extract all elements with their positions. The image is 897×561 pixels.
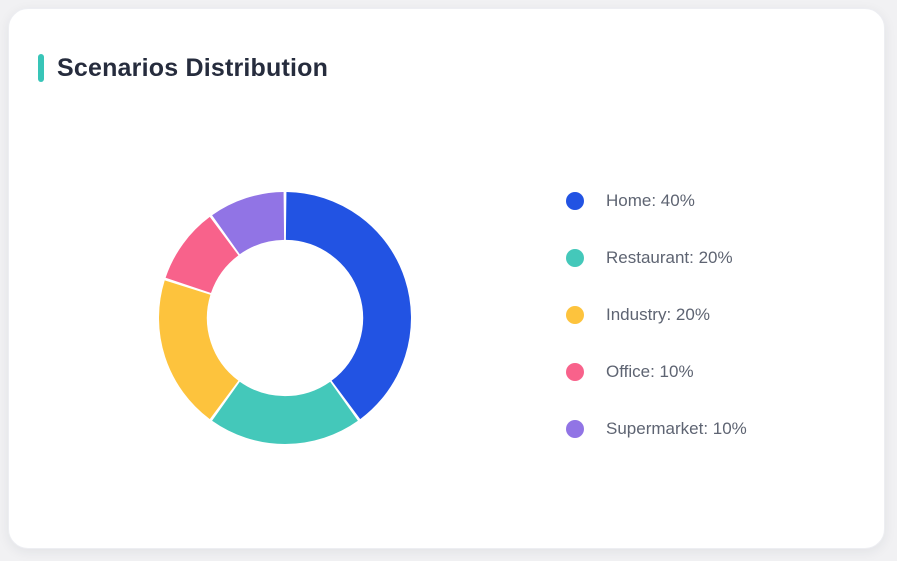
page-title: Scenarios Distribution	[57, 53, 329, 82]
donut-slice-office[interactable]	[165, 216, 240, 294]
card-header: Scenarios Distribution	[38, 51, 328, 85]
legend-dot-supermarket	[566, 420, 584, 438]
legend-dot-restaurant	[566, 249, 584, 267]
scenarios-distribution-card: Scenarios Distribution Home: 40% Restaura…	[8, 8, 885, 549]
legend-label-office: Office: 10%	[606, 362, 694, 381]
legend-item-industry[interactable]: Industry: 20%	[566, 305, 747, 324]
title-accent-bar	[38, 54, 44, 82]
donut-slice-supermarket[interactable]	[212, 192, 285, 255]
donut-slice-industry[interactable]	[159, 280, 240, 420]
legend-item-home[interactable]: Home: 40%	[566, 191, 747, 210]
chart-legend: Home: 40% Restaurant: 20% Industry: 20% Off…	[566, 191, 747, 477]
legend-label-industry: Industry: 20%	[606, 305, 710, 324]
legend-label-supermarket: Supermarket: 10%	[606, 419, 747, 438]
legend-item-office[interactable]: Office: 10%	[566, 362, 747, 381]
legend-label-home: Home: 40%	[606, 191, 695, 210]
donut-chart[interactable]	[159, 192, 411, 444]
legend-dot-home	[566, 192, 584, 210]
legend-item-restaurant[interactable]: Restaurant: 20%	[566, 248, 747, 267]
donut-slice-home[interactable]	[285, 192, 411, 420]
legend-dot-office	[566, 363, 584, 381]
donut-slice-restaurant[interactable]	[212, 381, 358, 444]
legend-label-restaurant: Restaurant: 20%	[606, 248, 733, 267]
legend-item-supermarket[interactable]: Supermarket: 10%	[566, 419, 747, 438]
legend-dot-industry	[566, 306, 584, 324]
